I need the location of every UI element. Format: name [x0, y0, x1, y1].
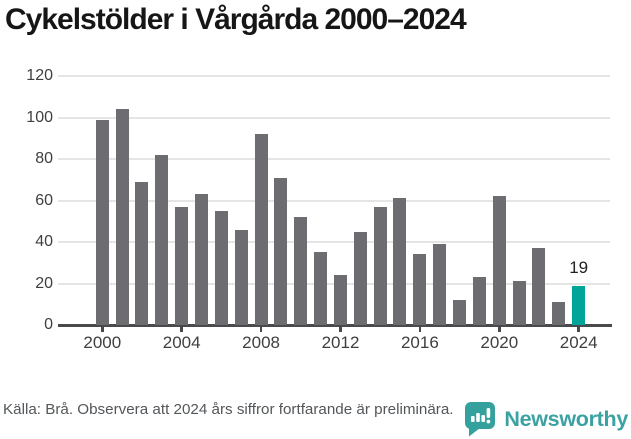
gridline-80: [58, 158, 610, 160]
highlight-value-label: 19: [569, 257, 589, 277]
x-axis-tick-label: 2004: [162, 333, 201, 352]
x-axis-tick-label: 2016: [400, 333, 439, 352]
bar-2019: [472, 277, 486, 325]
bar-2015: [393, 198, 407, 325]
x-axis-tick-label: 2012: [321, 333, 360, 352]
bar-2011: [314, 252, 328, 325]
bar-2021: [512, 281, 526, 325]
bar-2002: [135, 181, 149, 325]
x-axis-tick-2008: [259, 326, 263, 332]
bar-2008: [254, 134, 268, 325]
bar-2007: [234, 229, 248, 325]
bar-2004: [175, 206, 189, 325]
bar-2024: [572, 285, 586, 325]
bar-2014: [373, 206, 387, 325]
gridline-120: [58, 75, 610, 77]
x-axis-tick-label: 2020: [480, 333, 519, 352]
x-axis-tick-2000: [101, 326, 104, 332]
bar-2020: [492, 196, 506, 325]
newsworthy-bubble-chart-icon: [465, 402, 496, 437]
bar-2013: [353, 231, 367, 325]
bar-2000: [95, 119, 109, 325]
bar-2022: [532, 248, 546, 325]
bar-2006: [214, 210, 228, 325]
plot-area: 0 20 40 60 80 100 120 2000 2004 2008 2012 2016 2020 2…: [26, 67, 612, 352]
bar-2010: [294, 217, 308, 325]
x-axis-line: [58, 323, 612, 327]
y-axis-tick-label: 120: [26, 67, 53, 84]
x-axis-tick-label: 2008: [242, 333, 280, 352]
gridline-40: [58, 241, 610, 243]
bar-2001: [115, 109, 129, 325]
bar-2012: [333, 275, 347, 325]
y-axis-tick-label: 20: [35, 274, 53, 292]
x-axis-tick-label: 2024: [559, 333, 598, 352]
y-axis-tick-label: 0: [44, 316, 53, 333]
bar-2005: [195, 194, 209, 325]
x-axis-tick-2004: [180, 326, 183, 332]
chart-title: Cykelstölder i Vårgårda 2000–2024: [5, 3, 467, 36]
bar-2016: [413, 254, 427, 325]
bar-2003: [155, 154, 169, 325]
bar-2017: [433, 244, 447, 325]
bar-2018: [452, 300, 466, 325]
bar-2009: [274, 177, 288, 325]
y-axis-tick-label: 100: [26, 108, 53, 126]
source-note: Källa: Brå. Observera att 2024 års siffr…: [3, 401, 454, 418]
y-axis-tick-label: 40: [35, 233, 53, 250]
x-axis-tick-2020: [498, 326, 501, 332]
gridline-60: [58, 199, 610, 202]
x-axis-tick-2024: [577, 326, 580, 332]
x-axis-tick-label: 2000: [83, 333, 122, 352]
y-axis-tick-label: 60: [35, 191, 53, 209]
newsworthy-wordmark: Newsworthy: [504, 406, 628, 431]
newsworthy-logo[interactable]: Newsworthy: [464, 401, 628, 437]
x-axis-tick-2012: [339, 326, 342, 332]
x-axis-tick-2016: [418, 326, 422, 332]
bar-2023: [552, 302, 566, 325]
bars-group: [95, 76, 586, 325]
y-axis-tick-label: 80: [35, 150, 53, 167]
gridline-100: [58, 116, 610, 119]
